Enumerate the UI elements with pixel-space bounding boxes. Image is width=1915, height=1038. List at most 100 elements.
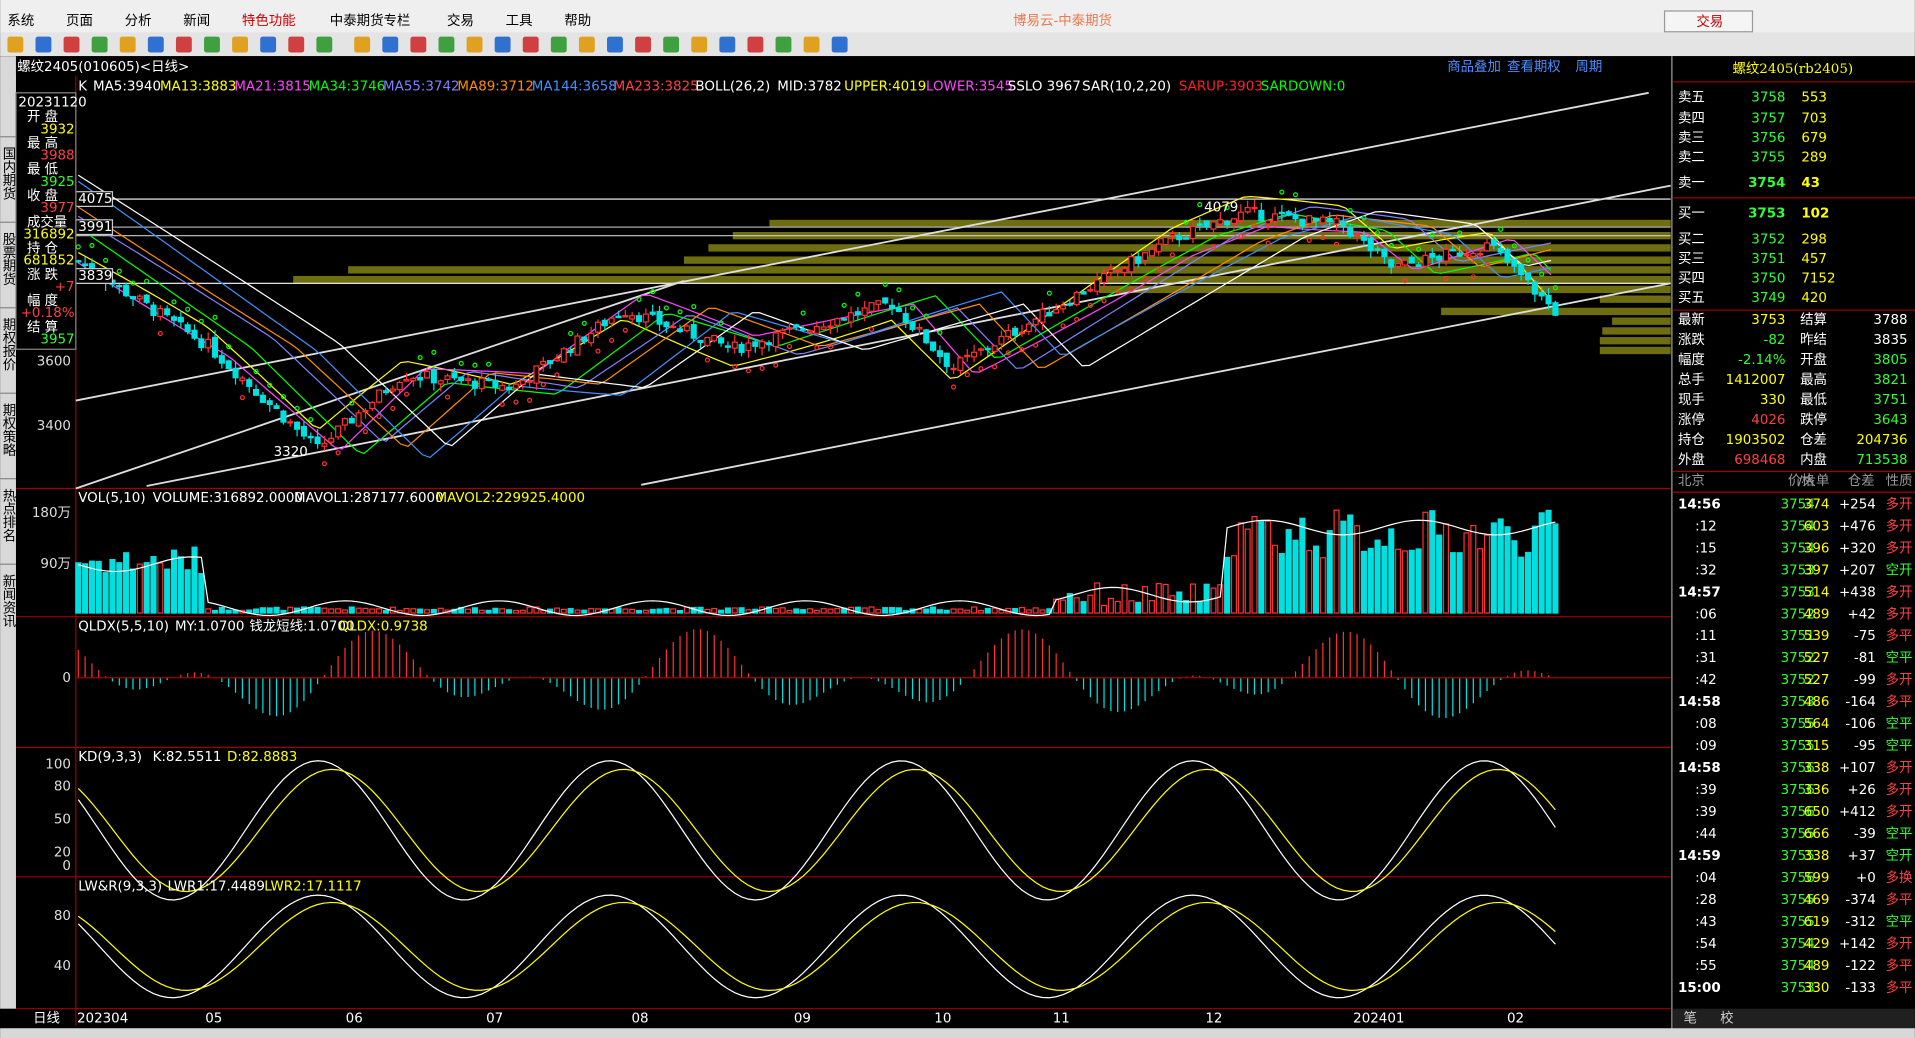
menu-item[interactable]: 分析 [125,13,152,29]
x-tick-label: 05 [205,1011,222,1026]
chart-link[interactable]: 商品叠加 [1447,59,1501,75]
tool-icon[interactable] [119,36,136,53]
side-tab-label[interactable]: 股票期货 [0,232,16,286]
side-tab-label[interactable]: 期权策略 [0,403,16,457]
side-tab[interactable]: 热点排名 [0,478,16,543]
book-volume: 703 [1801,111,1827,126]
tool-icon[interactable] [775,36,792,53]
side-tab[interactable]: 股票期货 [0,221,16,286]
tool-icon[interactable] [175,36,192,53]
tool-icon[interactable] [466,36,483,53]
candle-body [1183,237,1190,240]
chart-link[interactable]: 查看期权 [1507,58,1561,75]
tool-icon[interactable] [260,36,277,53]
side-tab-label[interactable]: 期权报价 [0,317,16,371]
side-tab[interactable]: 期权策略 [0,392,16,457]
candle-body [1265,220,1272,225]
tool-icon[interactable] [607,36,623,53]
sar-dot [116,268,122,274]
menu-item[interactable]: 特色功能 [242,12,296,29]
y-tick-label: 40 [54,959,71,974]
tool-icon[interactable] [316,36,333,53]
tool-icon[interactable] [35,36,52,53]
volume-bar [779,607,786,614]
tick-oi: +142 [1839,937,1876,952]
candle-body [683,325,690,332]
menu-item[interactable]: 工具 [506,14,533,29]
book-volume: 420 [1801,291,1827,306]
volume-bar [437,607,444,614]
volume-bar [567,608,574,614]
side-tab[interactable]: 期权报价 [0,307,16,372]
side-tab[interactable]: 国内期货 [0,136,16,201]
tool-icon[interactable] [63,36,80,53]
chart-link[interactable]: 周期 [1575,59,1602,75]
tool-icon[interactable] [288,36,305,53]
menu-item[interactable]: 帮助 [564,13,591,29]
bottom-tab[interactable]: 笔 [1683,1010,1696,1026]
tool-icon[interactable] [147,36,164,53]
tick-nature: 空平 [1886,826,1913,842]
side-tab[interactable]: 新闻资讯 [0,563,16,629]
tool-icon[interactable] [550,36,567,53]
candle-body [1429,252,1436,258]
tool-icon[interactable] [354,36,371,53]
volume-bar [964,609,971,614]
side-tab-label[interactable]: 新闻资讯 [0,574,16,629]
tick-price: 3756 [1781,805,1815,820]
volume-bar [75,562,82,614]
candle-body [950,367,957,371]
indicator-label: MA144:3658 [532,80,617,95]
tick-nature: 多开 [1886,517,1913,534]
tick-volume: 489 [1804,959,1830,974]
indicator-label: SSLO 3967 [1008,80,1081,95]
sar-dot [1156,266,1162,272]
tool-icon[interactable] [494,36,511,53]
menu-item[interactable]: 页面 [66,14,93,29]
side-tab-label[interactable]: 国内期货 [0,147,16,201]
tool-icon[interactable] [410,36,427,53]
candle-body [724,345,731,348]
info-value: 3957 [40,332,74,347]
tool-icon[interactable] [663,36,680,53]
tick-time: :15 [1695,541,1717,556]
trade-button[interactable] [1663,10,1754,33]
stat-label: 结算 [1800,312,1827,328]
tool-icon[interactable] [438,36,455,53]
tool-icon[interactable] [831,36,848,53]
menu-item[interactable]: 新闻 [183,13,210,29]
menu-item[interactable]: 交易 [447,12,474,29]
tick-oi: +37 [1847,849,1875,864]
tick-oi: -39 [1854,827,1876,842]
candle-body [916,326,923,330]
tool-icon[interactable] [7,36,24,53]
tool-icon[interactable] [232,36,248,53]
tool-icon[interactable] [803,36,820,53]
trade-button-label[interactable]: 交易 [1696,13,1723,30]
candle-body [854,311,861,316]
volume-bar [1039,609,1046,614]
volume-bar [923,608,930,614]
menu-item[interactable]: 系统 [7,13,34,29]
book-label: 买五 [1678,290,1705,306]
menu-item[interactable]: 中泰期货专栏 [330,12,411,29]
book-label: 买二 [1678,231,1705,247]
candle-body [177,316,184,323]
candle-body [136,295,143,300]
tool-icon[interactable] [204,36,220,53]
tool-icon[interactable] [578,36,595,53]
tool-icon[interactable] [382,36,399,53]
tool-icon[interactable] [719,36,736,53]
volume-profile [683,256,1671,264]
tool-icon[interactable] [91,36,108,53]
bottom-tab[interactable]: 校 [1720,1009,1733,1026]
y-tick-label: 0 [62,859,71,874]
tool-icon[interactable] [635,36,651,53]
tool-icon[interactable] [691,36,708,53]
tool-icon[interactable] [522,36,539,53]
sar-dot [1292,192,1299,198]
sar-dot [855,291,861,297]
tool-icon[interactable] [747,36,764,53]
side-tab-label[interactable]: 热点排名 [0,488,16,542]
